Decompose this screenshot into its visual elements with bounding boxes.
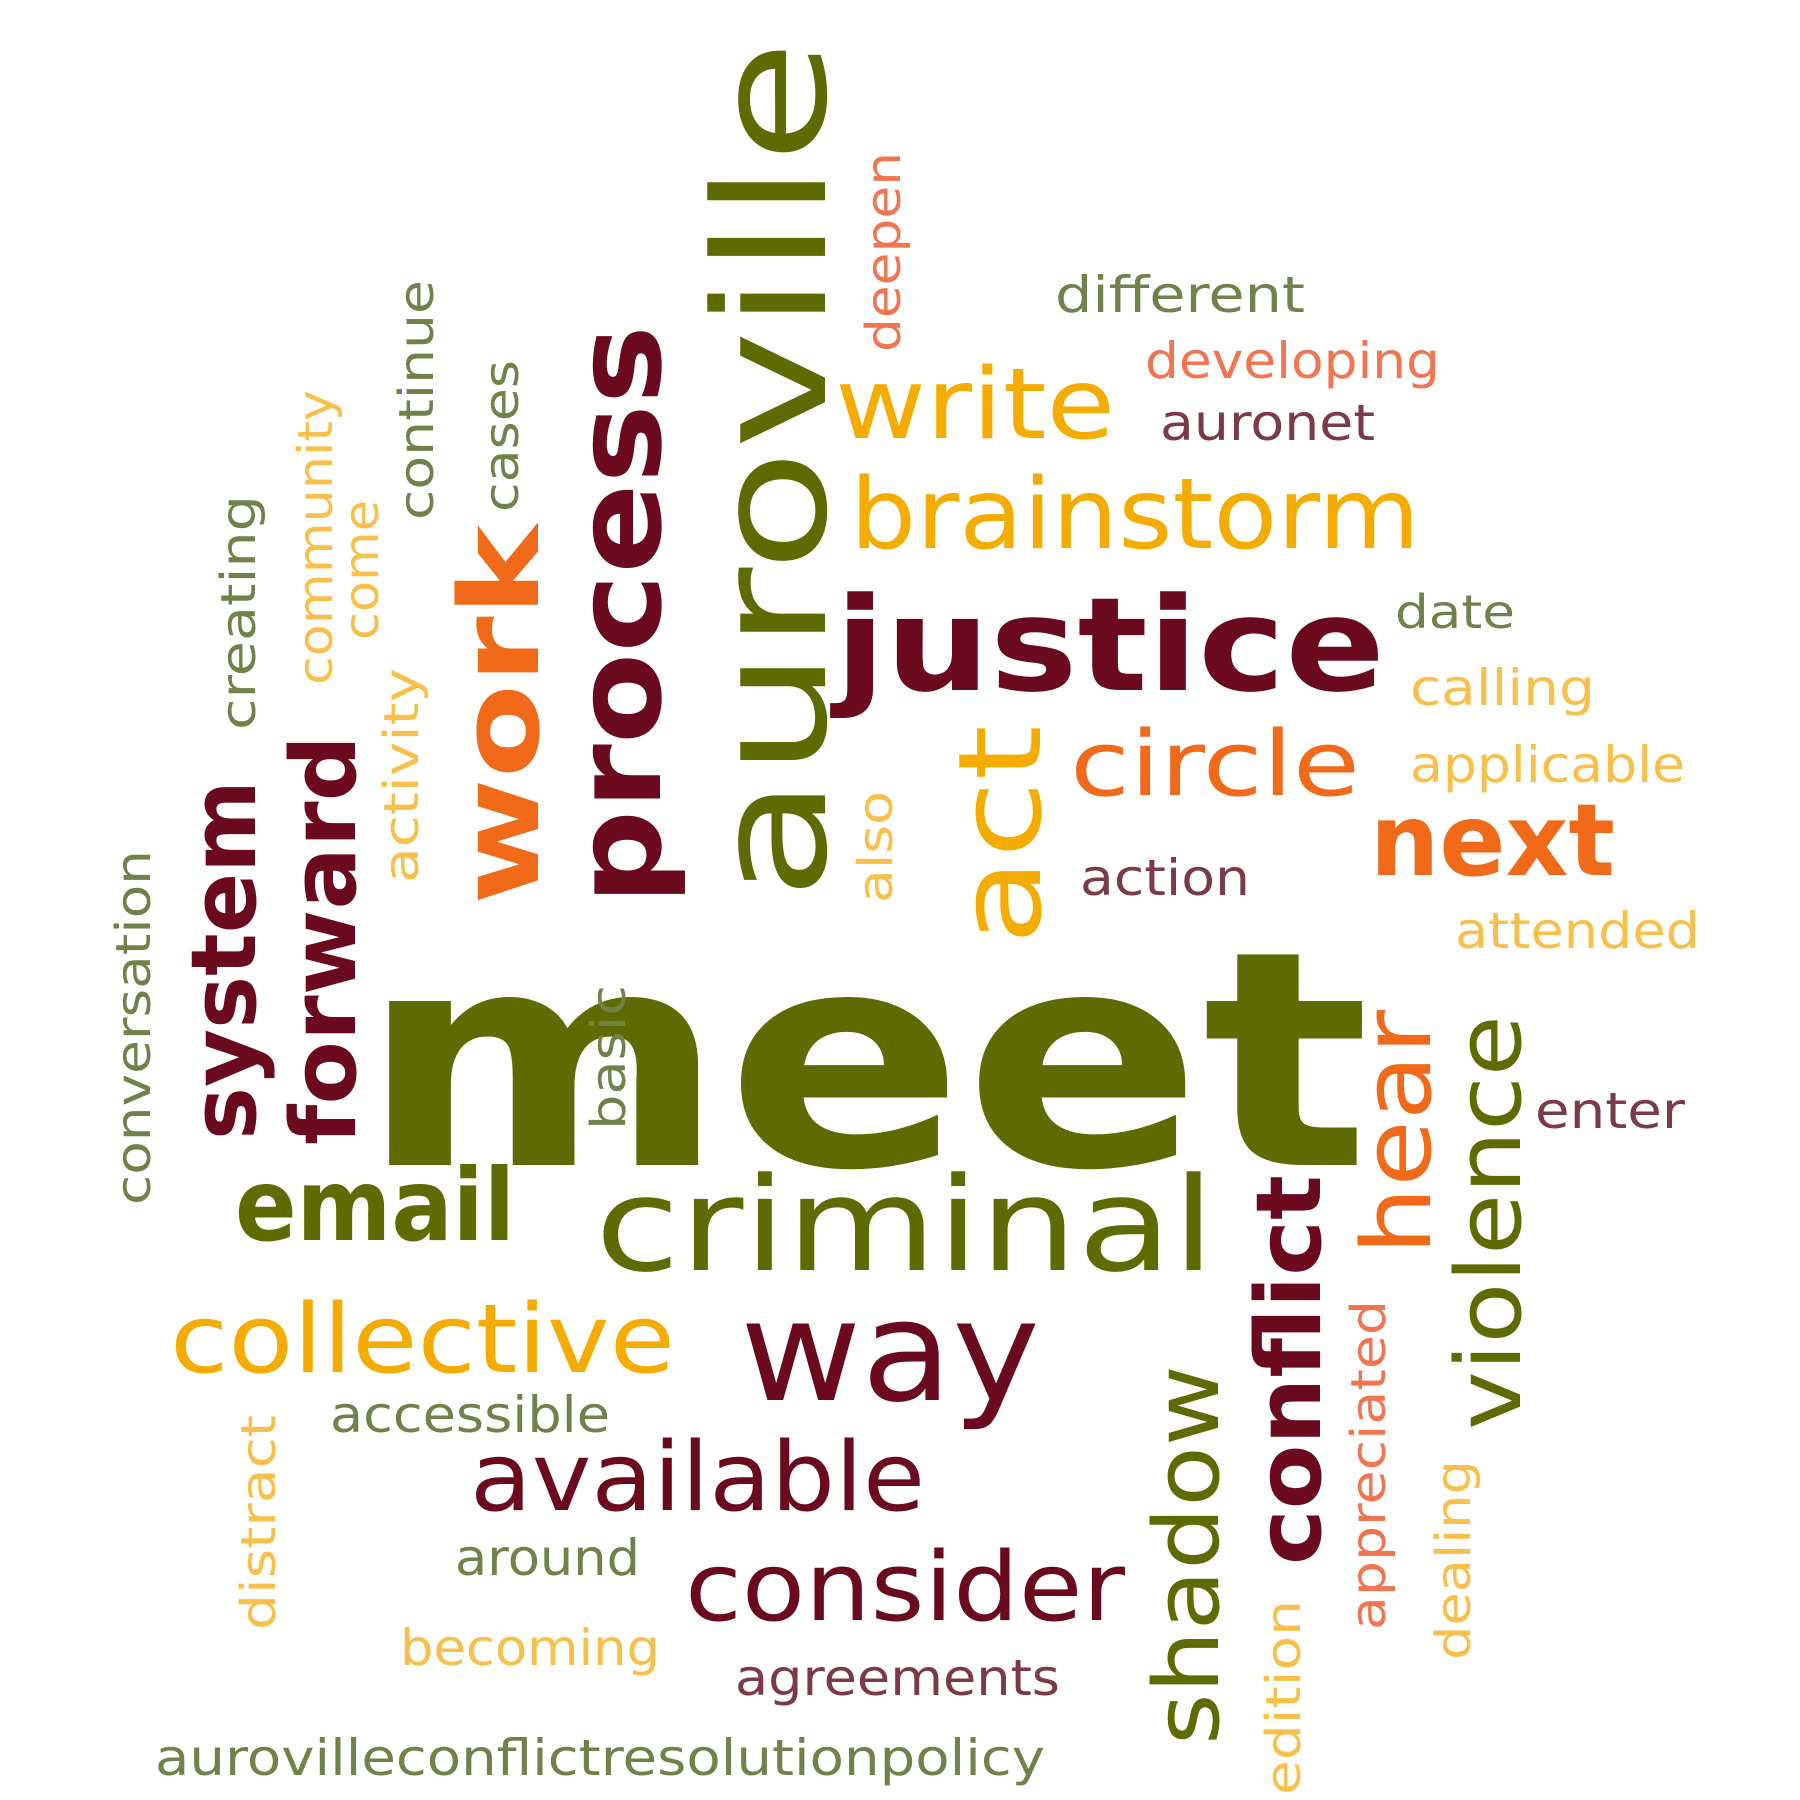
word-shadow: shadow xyxy=(1135,1365,1240,1745)
word-enter: enter xyxy=(1535,1082,1685,1140)
word-dealing: dealing xyxy=(1426,1460,1482,1660)
word-collective: collective xyxy=(170,1285,675,1395)
word-attended: attended xyxy=(1455,902,1700,960)
word-applicable: applicable xyxy=(1410,736,1685,794)
word-auroville: auroville xyxy=(681,40,862,900)
word-accessible: accessible xyxy=(330,1386,610,1444)
word-auronet: auronet xyxy=(1160,394,1375,452)
word-criminal: criminal xyxy=(595,1149,1215,1301)
word-continue: continue xyxy=(389,280,445,520)
word-consider: consider xyxy=(685,1533,1126,1643)
word-circle: circle xyxy=(1070,712,1360,817)
word-write: write xyxy=(835,348,1115,462)
word-aurovilleconflictresolutionpolicy: aurovilleconflictresolutionpolicy xyxy=(155,1729,1045,1787)
word-violence: violence xyxy=(1437,1015,1542,1430)
word-different: different xyxy=(1055,266,1305,324)
word-act: act xyxy=(934,725,1068,945)
word-process: process xyxy=(550,325,689,905)
word-around: around xyxy=(455,1529,640,1587)
word-date: date xyxy=(1395,585,1515,639)
word-justice: justice xyxy=(829,569,1385,721)
word-community: community xyxy=(288,390,344,685)
word-system: system xyxy=(172,780,277,1140)
word-distract: distract xyxy=(231,1415,287,1630)
word-basic: basic xyxy=(581,985,637,1130)
word-hear: hear xyxy=(1343,1009,1453,1255)
word-developing: developing xyxy=(1145,332,1440,390)
word-appreciated: appreciated xyxy=(1341,1300,1397,1630)
word-work: work xyxy=(436,521,564,905)
word-also: also xyxy=(848,791,904,903)
word-creating: creating xyxy=(211,495,267,730)
word-brainstorm: brainstorm xyxy=(850,458,1420,572)
word-activity: activity xyxy=(374,668,430,883)
word-available: available xyxy=(470,1423,925,1533)
word-way: way xyxy=(740,1271,1040,1434)
word-calling: calling xyxy=(1410,659,1595,717)
word-email: email xyxy=(235,1147,515,1264)
word-conflict: conflict xyxy=(1237,1175,1342,1565)
word-edition: edition xyxy=(1256,1600,1312,1795)
word-forward: forward xyxy=(272,735,377,1145)
word-action: action xyxy=(1080,849,1250,907)
word-cases: cases xyxy=(474,360,530,512)
word-conversation: conversation xyxy=(106,850,162,1205)
word-deepen: deepen xyxy=(856,152,912,352)
word-agreements: agreements xyxy=(735,1649,1060,1707)
word-meet: meet xyxy=(360,887,1370,1236)
word-becoming: becoming xyxy=(400,1619,660,1677)
word-next: next xyxy=(1370,782,1615,899)
word-come: come xyxy=(334,500,390,640)
